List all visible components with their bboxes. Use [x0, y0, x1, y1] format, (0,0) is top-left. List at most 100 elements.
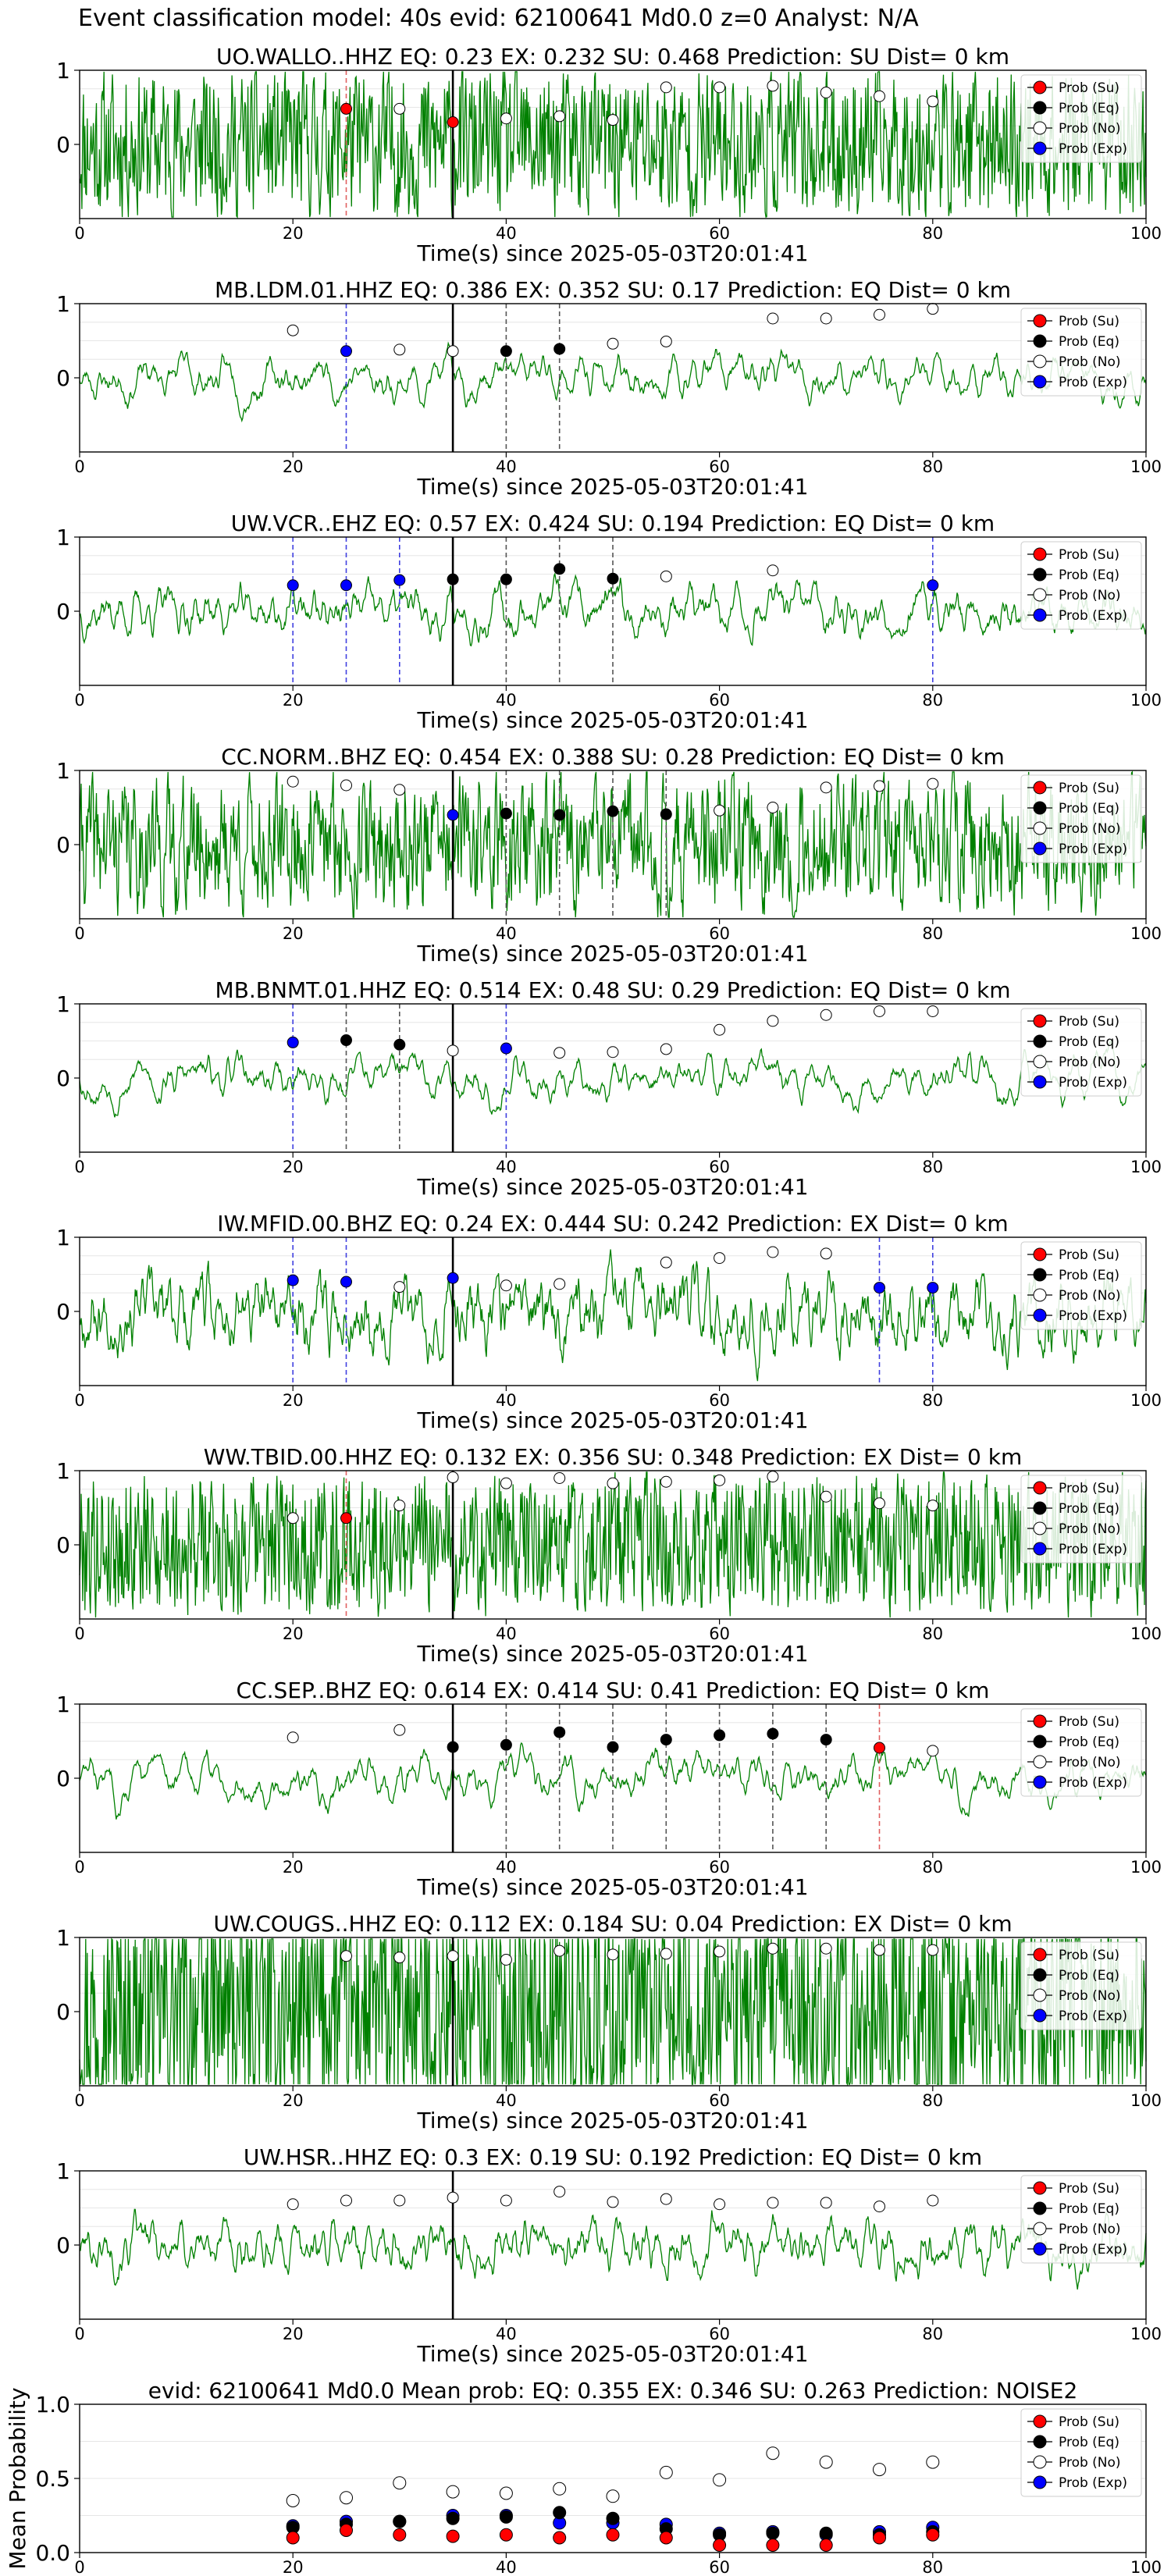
panel-5: MB.BNMT.01.HHZ EQ: 0.514 EX: 0.48 SU: 0.…	[56, 977, 1162, 1200]
prob-marker-no	[607, 114, 619, 126]
prob-marker-eq	[714, 1729, 726, 1742]
mean-marker-su	[340, 2524, 353, 2537]
x-axis-label: Time(s) since 2025-05-03T20:01:41	[416, 240, 808, 266]
x-tick-label: 80	[922, 691, 943, 710]
prob-marker-no	[393, 1500, 406, 1512]
y-tick-label: 1	[56, 58, 70, 84]
x-tick-label: 60	[709, 1858, 730, 1877]
prob-marker-eq	[553, 1726, 566, 1738]
panel-10: UW.HSR..HHZ EQ: 0.3 EX: 0.19 SU: 0.192 P…	[56, 2144, 1162, 2367]
x-tick-label: 100	[1130, 1858, 1162, 1877]
prob-marker-eq	[393, 1038, 406, 1051]
prob-marker-eq	[607, 1741, 619, 1753]
prob-marker-no	[393, 343, 406, 356]
mean-marker-eq	[819, 2526, 833, 2540]
seismic-trace	[79, 1039, 1147, 1118]
y-tick-label: 1	[56, 1225, 70, 1251]
mean-marker-su	[819, 2539, 833, 2552]
prob-marker-eq	[660, 808, 672, 820]
prob-marker-no	[767, 1015, 779, 1027]
x-tick-label: 80	[922, 924, 943, 943]
y-tick-label: 1	[56, 2158, 70, 2184]
legend: Prob (Su) Prob (Eq) Prob (No) Prob (Exp)	[1020, 541, 1142, 630]
prob-marker-no	[500, 1279, 512, 1292]
mean-marker-su	[446, 2529, 460, 2543]
panel-title: UW.COUGS..HHZ EQ: 0.112 EX: 0.184 SU: 0.…	[213, 1911, 1012, 1937]
prob-marker-no	[393, 784, 406, 796]
x-tick-label: 100	[1130, 924, 1162, 943]
x-tick-label: 20	[283, 2325, 304, 2343]
legend-marker	[1033, 2222, 1047, 2236]
legend-box	[1020, 1708, 1142, 1797]
prob-marker-no	[287, 1512, 299, 1525]
prob-marker-no	[767, 802, 779, 813]
x-tick-label: 80	[922, 2091, 943, 2110]
legend-marker	[1033, 1714, 1047, 1728]
legend-marker	[1033, 1542, 1047, 1556]
legend-label: Prob (Eq)	[1059, 334, 1119, 350]
prob-marker-no	[820, 1490, 832, 1503]
x-tick-label: 20	[283, 224, 304, 243]
x-tick-label: 20	[283, 924, 304, 943]
prob-marker-no	[874, 780, 885, 792]
prob-marker-no	[820, 781, 832, 794]
legend-label: Prob (No)	[1059, 1521, 1121, 1537]
mean-marker-no	[819, 2455, 833, 2469]
prob-marker-no	[714, 2198, 726, 2211]
prob-marker-su	[447, 116, 459, 128]
legend-marker	[1033, 841, 1047, 856]
x-tick-label: 100	[1130, 1391, 1162, 1410]
prob-marker-exp	[447, 809, 459, 821]
legend-label: Prob (Exp)	[1059, 141, 1127, 157]
mean-marker-eq	[446, 2511, 460, 2525]
x-tick-label: 80	[922, 224, 943, 243]
mean-marker-no	[606, 2489, 620, 2503]
prob-marker-no	[660, 81, 672, 94]
panel-title: MB.LDM.01.HHZ EQ: 0.386 EX: 0.352 SU: 0.…	[215, 277, 1011, 303]
seismic-trace	[79, 1937, 1147, 2087]
panel-9: UW.COUGS..HHZ EQ: 0.112 EX: 0.184 SU: 0.…	[56, 1911, 1162, 2133]
prob-marker-no	[553, 1047, 566, 1059]
x-tick-label: 100	[1130, 691, 1162, 710]
legend-label: Prob (Exp)	[1059, 375, 1127, 390]
prob-marker-exp	[927, 579, 939, 592]
legend-label: Prob (No)	[1059, 354, 1121, 370]
legend-marker	[1033, 1735, 1047, 1749]
x-tick-label: 0	[74, 2325, 84, 2343]
mean-marker-no	[553, 2482, 567, 2496]
x-tick-label: 0	[74, 924, 84, 943]
x-tick-label: 100	[1130, 1158, 1162, 1176]
prob-marker-no	[874, 1497, 885, 1510]
legend-label: Prob (Exp)	[1059, 2242, 1127, 2258]
x-tick-label: 80	[922, 1391, 943, 1410]
legend-box	[1020, 1241, 1142, 1330]
legend-marker	[1033, 1481, 1047, 1495]
prob-marker-no	[393, 1724, 406, 1736]
x-tick-label: 60	[709, 2091, 730, 2110]
legend-label: Prob (Su)	[1059, 1014, 1119, 1030]
mean-marker-no	[286, 2494, 300, 2507]
y-tick-label: 0	[56, 832, 70, 858]
legend-label: Prob (No)	[1059, 1055, 1121, 1070]
mean-marker-su	[553, 2531, 567, 2545]
prob-marker-eq	[447, 1741, 459, 1753]
x-tick-label: 80	[922, 1624, 943, 1643]
legend-marker	[1033, 781, 1047, 795]
prob-marker-no	[714, 1945, 726, 1958]
panel-title: evid: 62100641 Md0.0 Mean prob: EQ: 0.35…	[148, 2378, 1078, 2403]
seismic-trace	[79, 71, 1147, 219]
mean-marker-no	[393, 2476, 407, 2490]
legend: Prob (Su) Prob (Eq) Prob (No) Prob (Exp)	[1020, 1241, 1142, 1330]
prob-marker-no	[660, 1475, 672, 1488]
prob-marker-no	[660, 570, 672, 582]
mean-marker-eq	[553, 2506, 567, 2520]
prob-marker-no	[820, 312, 832, 325]
legend-label: Prob (Su)	[1059, 314, 1119, 329]
legend-marker	[1033, 314, 1047, 328]
prob-marker-no	[767, 1942, 779, 1955]
prob-marker-no	[607, 2196, 619, 2208]
legend-marker	[1033, 2414, 1047, 2428]
legend-label: Prob (Su)	[1059, 1247, 1119, 1263]
prob-marker-no	[393, 102, 406, 115]
prob-marker-no	[393, 1281, 406, 1293]
